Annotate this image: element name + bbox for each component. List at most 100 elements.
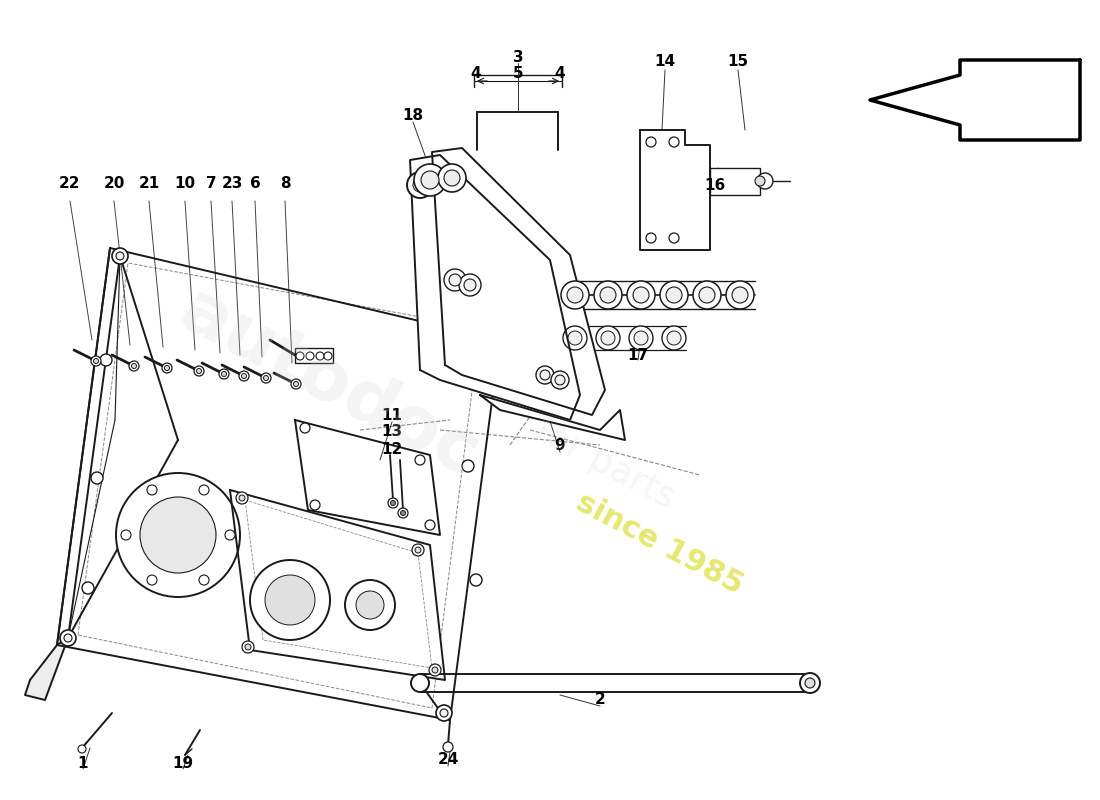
Circle shape — [226, 530, 235, 540]
Circle shape — [805, 678, 815, 688]
Circle shape — [414, 164, 446, 196]
Text: 1: 1 — [78, 755, 88, 770]
Circle shape — [563, 326, 587, 350]
Polygon shape — [640, 130, 710, 250]
Circle shape — [112, 248, 128, 264]
Circle shape — [693, 281, 720, 309]
Circle shape — [551, 371, 569, 389]
Circle shape — [660, 281, 688, 309]
Circle shape — [64, 634, 72, 642]
Circle shape — [91, 472, 103, 484]
Polygon shape — [295, 420, 440, 535]
Circle shape — [132, 363, 136, 369]
Circle shape — [444, 269, 466, 291]
Circle shape — [627, 281, 654, 309]
Circle shape — [100, 354, 112, 366]
Circle shape — [429, 664, 441, 676]
Circle shape — [669, 137, 679, 147]
Circle shape — [411, 674, 429, 692]
Text: 16: 16 — [704, 178, 726, 193]
Circle shape — [121, 530, 131, 540]
Circle shape — [116, 473, 240, 597]
Text: 11: 11 — [382, 407, 403, 422]
Circle shape — [245, 644, 251, 650]
Polygon shape — [432, 148, 605, 415]
Circle shape — [444, 170, 460, 186]
Circle shape — [666, 287, 682, 303]
Text: 4: 4 — [554, 66, 565, 81]
Circle shape — [425, 520, 435, 530]
Polygon shape — [480, 395, 625, 440]
Circle shape — [147, 485, 157, 495]
Text: 22: 22 — [59, 175, 80, 190]
Circle shape — [162, 363, 172, 373]
Circle shape — [440, 709, 448, 717]
Circle shape — [324, 352, 332, 360]
Circle shape — [300, 423, 310, 433]
Circle shape — [449, 274, 461, 286]
Text: 4: 4 — [471, 66, 482, 81]
Circle shape — [116, 252, 124, 260]
Circle shape — [345, 580, 395, 630]
Circle shape — [726, 281, 754, 309]
Circle shape — [438, 164, 466, 192]
Polygon shape — [230, 490, 446, 680]
Circle shape — [400, 510, 406, 515]
Circle shape — [454, 346, 466, 358]
Circle shape — [199, 575, 209, 585]
Text: 18: 18 — [403, 107, 424, 122]
Text: 20: 20 — [103, 175, 124, 190]
Text: 19: 19 — [173, 755, 194, 770]
Circle shape — [250, 560, 330, 640]
Circle shape — [294, 382, 298, 386]
Circle shape — [646, 233, 656, 243]
Circle shape — [221, 371, 227, 377]
Circle shape — [432, 667, 438, 673]
Text: 12: 12 — [382, 442, 403, 457]
Circle shape — [536, 366, 554, 384]
Bar — [295, 348, 333, 363]
Circle shape — [561, 281, 588, 309]
Text: 24: 24 — [438, 753, 459, 767]
Circle shape — [407, 172, 433, 198]
Circle shape — [398, 508, 408, 518]
Circle shape — [316, 352, 324, 360]
Circle shape — [596, 326, 620, 350]
Circle shape — [662, 326, 686, 350]
Circle shape — [310, 500, 320, 510]
Circle shape — [78, 745, 86, 753]
Circle shape — [755, 176, 764, 186]
Circle shape — [306, 352, 313, 360]
Text: 3: 3 — [513, 50, 524, 65]
Circle shape — [470, 574, 482, 586]
Circle shape — [242, 374, 246, 378]
Circle shape — [443, 742, 453, 752]
Circle shape — [594, 281, 621, 309]
Circle shape — [415, 547, 421, 553]
Circle shape — [388, 498, 398, 508]
Circle shape — [242, 641, 254, 653]
Circle shape — [239, 495, 245, 501]
Circle shape — [436, 705, 452, 721]
Text: autodoc: autodoc — [168, 276, 492, 492]
Text: for parts: for parts — [529, 413, 681, 515]
Bar — [710, 168, 760, 195]
Circle shape — [390, 501, 396, 506]
Polygon shape — [870, 60, 1080, 140]
Circle shape — [140, 497, 216, 573]
Circle shape — [462, 460, 474, 472]
Circle shape — [415, 455, 425, 465]
Circle shape — [566, 287, 583, 303]
Text: 9: 9 — [554, 438, 565, 453]
Circle shape — [601, 331, 615, 345]
Circle shape — [239, 371, 249, 381]
Circle shape — [459, 274, 481, 296]
Text: 8: 8 — [279, 175, 290, 190]
Circle shape — [165, 366, 169, 370]
Text: 2: 2 — [595, 693, 605, 707]
Circle shape — [669, 233, 679, 243]
Circle shape — [421, 171, 439, 189]
Circle shape — [634, 331, 648, 345]
Circle shape — [194, 366, 204, 376]
Circle shape — [292, 379, 301, 389]
